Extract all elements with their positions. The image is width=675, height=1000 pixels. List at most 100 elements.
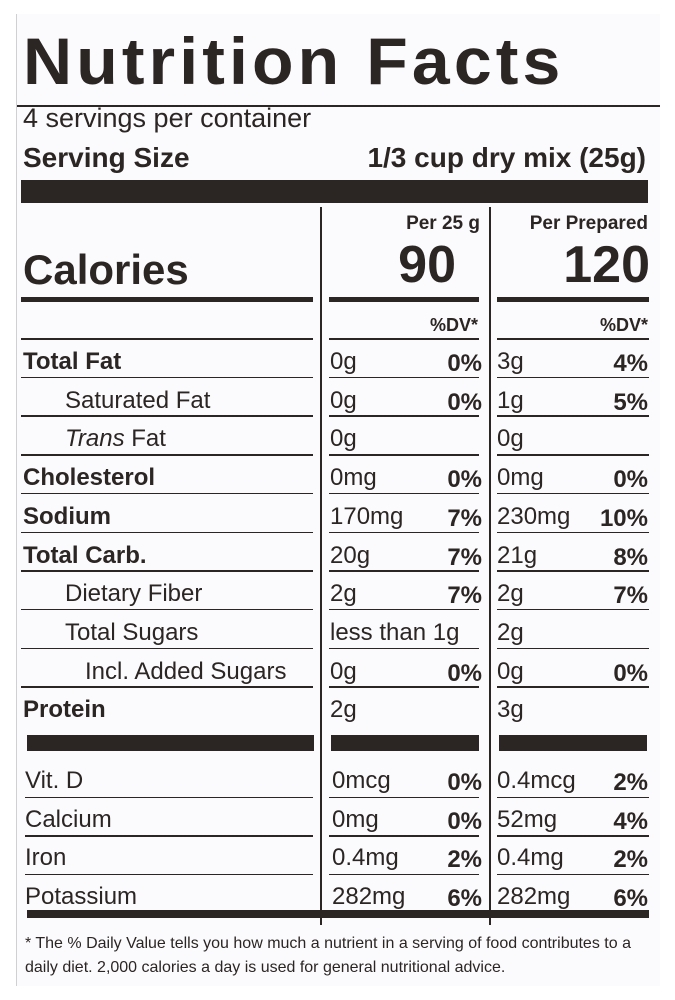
thick-rule-mid-label [27, 735, 314, 751]
row-rule [497, 873, 649, 875]
amount-col1: 20g [330, 541, 371, 569]
amount-col1: 0g [330, 348, 357, 375]
thick-rule-top [21, 180, 648, 203]
servings-per-container: 4 servings per container [23, 103, 312, 133]
dv-percent-col1: 0% [447, 466, 482, 494]
amount-col2: 1g [497, 386, 524, 414]
amount-col1: 282mg [332, 882, 406, 910]
dv-percent-col2: 2% [613, 769, 648, 796]
row-rule [21, 608, 313, 611]
dv-percent-col1: 7% [447, 543, 482, 571]
dv-percent-col2: 5% [613, 388, 648, 416]
row-rule [21, 492, 313, 495]
dv-percent-col2: 4% [613, 350, 648, 377]
calories-col2: 120 [563, 236, 650, 294]
nutrient-label-text: Fat [124, 425, 166, 453]
dv-percent-col1: 0% [447, 388, 482, 416]
row-rule [497, 835, 649, 837]
amount-col1: 0.4mg [332, 844, 399, 871]
amount-col1: 0mcg [332, 767, 391, 794]
dv-header-col1: %DV* [429, 315, 478, 335]
dv-percent-col2: 4% [613, 807, 648, 835]
row-rule [21, 415, 313, 417]
row-rule [497, 415, 649, 417]
row-rule [329, 492, 479, 495]
amount-col2: 0g [497, 657, 524, 685]
dv-percent-col1: 0% [447, 769, 482, 796]
nutrient-label: Total Fat [23, 348, 121, 376]
row-rule [329, 376, 479, 379]
label-title: Nutrition Facts [23, 24, 565, 98]
title-rule [17, 105, 660, 107]
thick-rule-mid-col2 [499, 735, 647, 751]
row-rule [21, 570, 313, 572]
row-rule [329, 608, 479, 611]
row-rule [329, 873, 479, 875]
row-rule [497, 531, 649, 533]
row-rule [497, 647, 649, 650]
amount-col2: 0.4mg [497, 844, 564, 871]
amount-col2: 2g [497, 580, 524, 608]
nutrient-label-text: Total Fat [23, 348, 122, 375]
row-rule [21, 686, 313, 688]
row-rule [21, 376, 313, 379]
thick-rule-bottom [27, 910, 649, 918]
serving-size-value: 1/3 cup dry mix (25g) [367, 142, 646, 173]
nutrient-label: Total Carb. [23, 542, 147, 570]
amount-col2: 52mg [497, 805, 558, 833]
thick-rule-mid-col1 [331, 735, 479, 751]
row-rule [329, 338, 479, 340]
row-rule [329, 415, 479, 417]
dv-percent-col2: 6% [613, 884, 648, 912]
column-divider-2 [489, 207, 491, 925]
calories-label: Calories [23, 246, 189, 293]
row-rule [329, 531, 479, 533]
vitamin-label: Calcium [25, 805, 112, 833]
row-rule [329, 835, 479, 837]
amount-col1: 0mg [332, 805, 379, 833]
dv-percent-col1: 0% [447, 807, 482, 835]
dv-percent-col2: 0% [613, 466, 648, 494]
calories-col1: 90 [398, 236, 456, 294]
amount-col1: 0g [330, 425, 357, 453]
amount-col2: 230mg [497, 502, 571, 530]
row-rule [329, 570, 479, 572]
row-rule [329, 686, 479, 688]
calories-rule-label [21, 297, 313, 302]
row-rule [25, 873, 313, 875]
amount-col2: 0mg [497, 464, 544, 492]
row-rule [21, 531, 313, 533]
amount-col1: less than 1g [330, 618, 460, 646]
amount-col1: 0g [330, 657, 357, 685]
col2-header: Per Prepared [529, 213, 648, 234]
calories-rule-col1 [329, 297, 479, 302]
dv-percent-col1: 6% [447, 884, 482, 912]
nutrient-label-text: Saturated Fat [65, 386, 211, 414]
dv-percent-col1: 7% [447, 504, 482, 532]
row-rule [329, 454, 479, 456]
amount-col1: 0g [330, 386, 357, 414]
nutrient-label-text: Total Carb. [23, 541, 147, 569]
vitamin-label: Iron [25, 844, 67, 871]
amount-col2: 282mg [497, 882, 571, 910]
column-divider-1 [320, 207, 322, 925]
dv-percent-col2: 0% [613, 659, 648, 687]
amount-col2: 21g [497, 541, 538, 569]
serving-size-label: Serving Size [23, 142, 190, 173]
nutrient-label: Incl. Added Sugars [85, 658, 286, 686]
amount-col2: 3g [497, 348, 524, 375]
nutrient-label: Trans Fat [65, 425, 166, 453]
dv-percent-col2: 7% [613, 582, 648, 610]
nutrient-label-italic: Trans [65, 425, 125, 453]
row-rule [497, 686, 649, 688]
row-rule [21, 338, 313, 340]
nutrition-facts-label: Nutrition Facts 4 servings per container… [16, 14, 660, 986]
nutrient-label-text: Dietary Fiber [65, 580, 203, 608]
row-rule [329, 647, 479, 650]
nutrient-label-text: Incl. Added Sugars [85, 657, 287, 685]
row-rule [497, 796, 649, 798]
dv-percent-col2: 8% [613, 543, 648, 571]
row-rule [497, 492, 649, 495]
row-rule [329, 796, 479, 798]
row-rule [497, 608, 649, 611]
